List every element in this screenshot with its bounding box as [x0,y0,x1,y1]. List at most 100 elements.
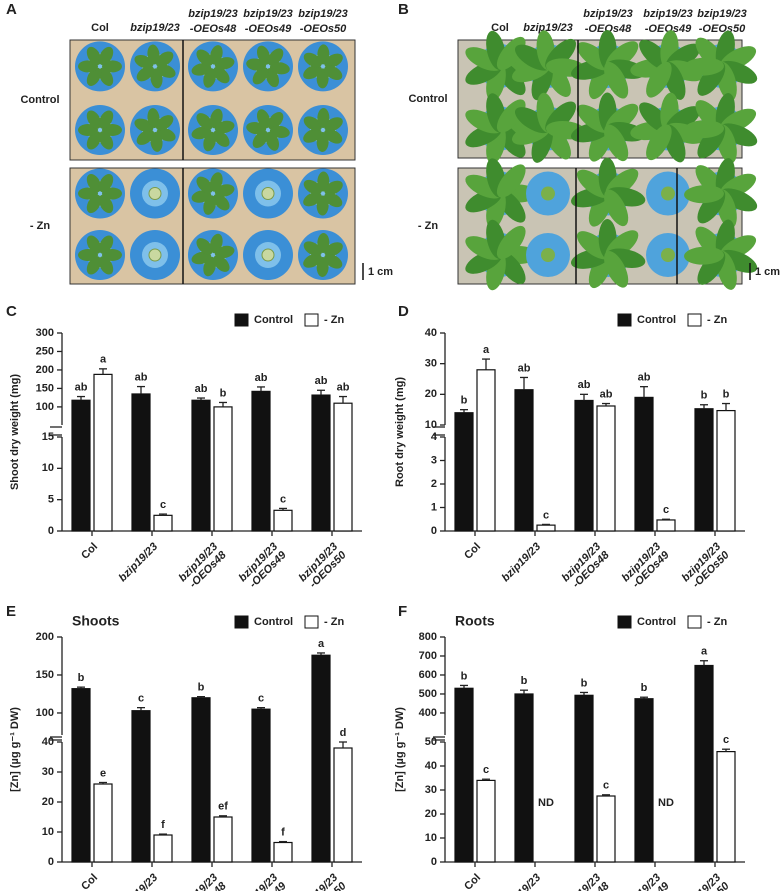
leaf [98,131,114,150]
leaf [196,238,213,255]
significance-letter: b [461,395,468,407]
leaf [303,116,322,132]
significance-letter: c [280,493,286,505]
leaf [303,253,322,268]
leaf [214,184,235,197]
bar [71,399,91,532]
leaf [98,194,114,214]
significance-letter: c [543,509,549,521]
leaf [303,64,322,80]
x-tick-label-group: bzip19/23-OEOs50 [680,541,733,591]
y-tick-label: 100 [36,401,54,413]
x-tick-label-group: Col [462,872,483,891]
x-tick-label-group: Col [79,541,100,562]
leaf [155,51,174,67]
leaf [213,193,230,211]
x-tick-label: bzip19/23 [117,541,161,585]
scale-label: 1 cm [755,266,780,278]
leaf [196,176,213,194]
significance-letter: f [161,819,165,831]
x-tick-label-group: bzip19/23-OEOs48 [177,872,230,891]
leaf [214,57,235,70]
column-label: -OEOs48 [190,23,237,35]
y-tick-label: 4 [431,431,438,443]
leaf [98,110,114,129]
legend-swatch [234,615,249,629]
leaf [98,67,114,86]
leaf [269,62,290,75]
y-tick-label: 10 [425,832,437,844]
x-tick-label-group: bzip19/23 [500,872,544,891]
bar [514,389,534,532]
leaf [136,65,155,82]
y-tick-label: 2 [431,478,437,490]
leaf [324,117,343,132]
x-tick-label-group: bzip19/23-OEOs50 [297,872,350,891]
significance-letter: b [220,387,227,399]
y-tick-label: 0 [431,525,437,537]
bar [311,394,331,532]
y-tick-label: 1 [431,501,437,513]
leaf [496,225,526,260]
y-tick-label: 200 [36,631,54,643]
leaf [684,246,725,265]
bar [213,816,233,863]
leaf [213,255,230,272]
column-label: bzip19/23 [583,8,633,20]
bar [191,399,211,532]
legend-label: Control [637,314,676,326]
legend-label: - Zn [707,616,727,628]
bar [131,393,151,532]
bar [634,698,654,863]
x-tick-label: Col [462,872,483,891]
y-tick-label: 200 [36,364,54,376]
significance-letter: ND [658,797,674,809]
leaf [256,109,271,129]
x-tick-label-group: bzip19/23 [117,872,161,891]
y-tick-label: 5 [48,494,54,506]
leaf [496,164,526,198]
bar [454,687,474,863]
leaf [646,124,672,161]
leaf [684,120,725,139]
legend-label: Control [637,616,676,628]
column-label: bzip19/23 [697,8,747,20]
bar [273,841,293,863]
significance-letter: ab [195,383,208,395]
leaf [214,120,235,134]
leaf [267,111,284,130]
significance-letter: ab [337,381,350,393]
leaf [324,242,343,257]
x-tick-label-group: bzip19/23-OEOs49 [237,872,290,891]
column-label: -OEOs49 [245,23,292,35]
panel-letter: D [398,303,409,320]
y-tick-label: 800 [419,631,437,643]
significance-letter: c [160,499,166,511]
bar [273,509,293,532]
y-tick-label: 0 [48,856,54,868]
y-tick-label: 600 [419,669,437,681]
leaf [324,65,343,81]
column-label: bzip19/23 [523,22,573,34]
leaf [213,130,230,147]
plant [148,248,162,262]
y-tick-label: 30 [425,358,437,370]
leaf [604,61,629,99]
legend-label: - Zn [324,616,344,628]
y-tick-label: 0 [48,525,54,537]
y-tick-label: 20 [425,808,437,820]
column-label: -OEOs50 [699,23,746,35]
plant [661,186,675,201]
leaf [196,49,213,67]
y-tick-label: 20 [42,796,54,808]
leaf [324,192,343,208]
legend-swatch [234,313,249,327]
x-tick-label-group: bzip19/23-OEOs49 [620,541,673,591]
leaf [604,189,629,227]
leaf [86,110,102,129]
leaf [303,192,322,207]
significance-letter: ef [218,801,228,813]
y-axis-label: Root dry weight (mg) [394,377,406,487]
leaf [684,57,725,76]
